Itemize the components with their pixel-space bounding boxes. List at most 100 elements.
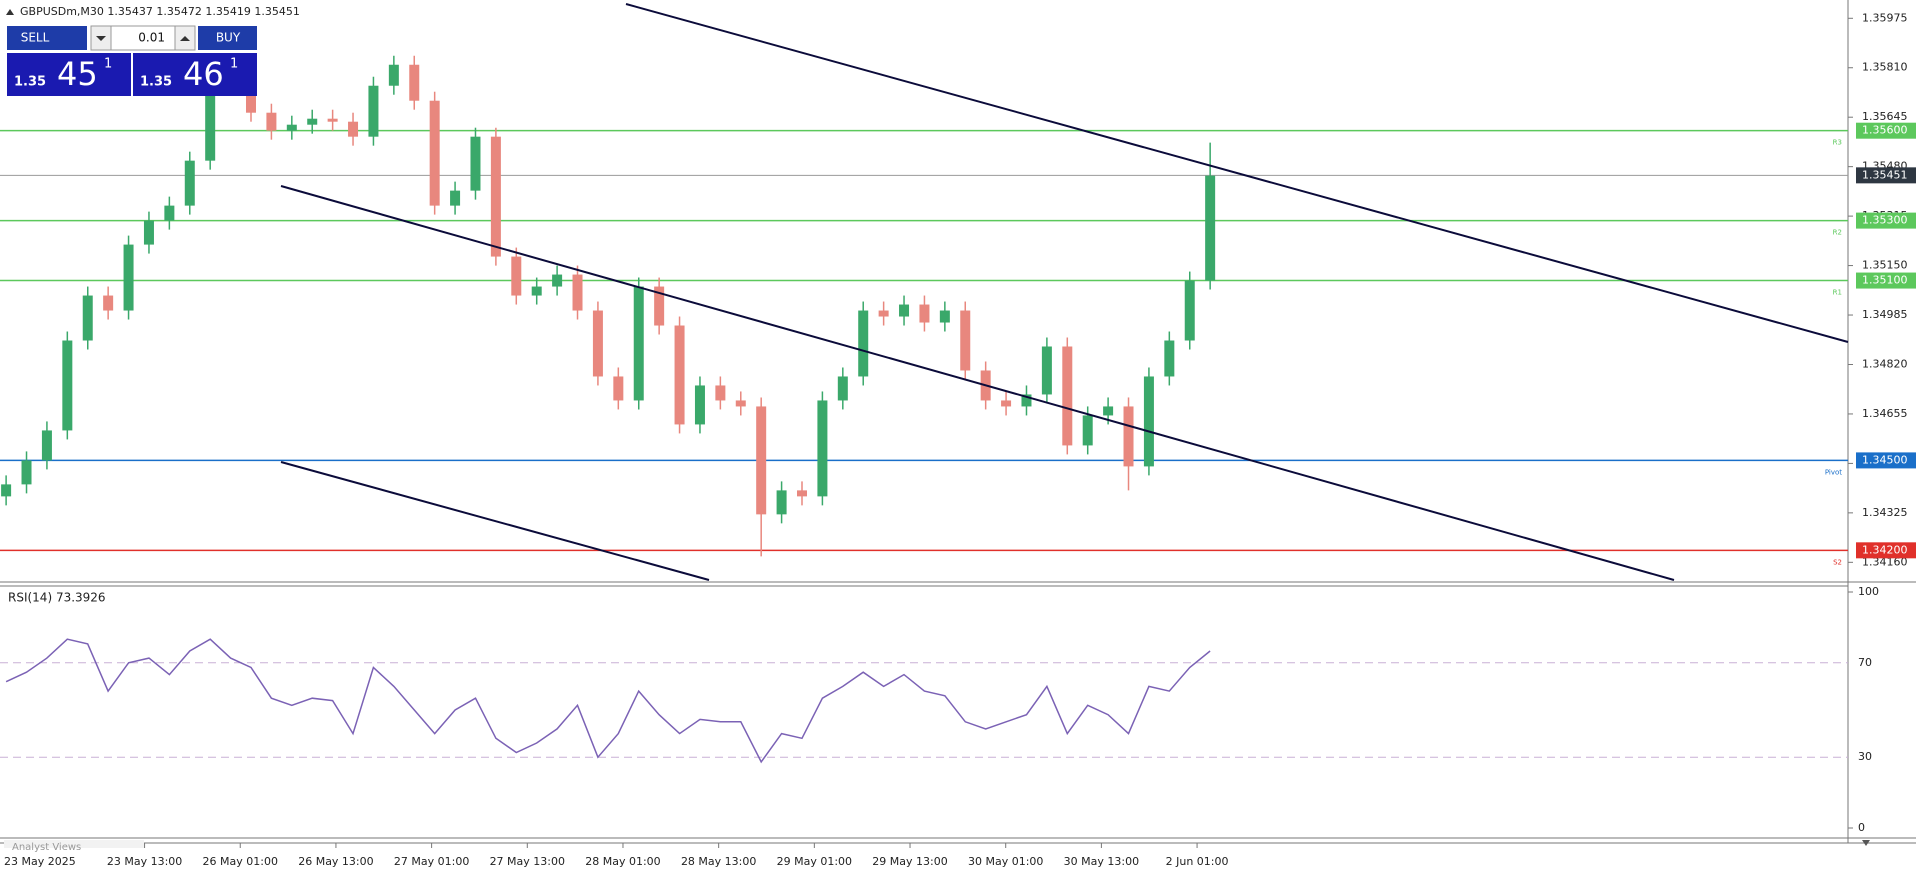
candle-body bbox=[266, 112, 277, 131]
trend-line bbox=[280, 461, 710, 581]
x-tick-label: 30 May 13:00 bbox=[1064, 855, 1139, 868]
x-tick-label: 29 May 13:00 bbox=[872, 855, 947, 868]
buy-button[interactable] bbox=[198, 26, 257, 50]
x-tick-label: 23 May 13:00 bbox=[107, 855, 182, 868]
candle-body bbox=[858, 310, 869, 377]
candle-body bbox=[205, 76, 216, 161]
candle-body bbox=[1164, 340, 1175, 377]
candle-body bbox=[796, 490, 807, 497]
plot-area: 1.359751.358101.356451.354801.353151.351… bbox=[0, 11, 1908, 868]
current-price-tag bbox=[1856, 167, 1916, 184]
candle-body bbox=[919, 304, 930, 323]
overlay: R3 1.35600 R2 1.35300 R1 1.35100 Pivot 1.34500 S… bbox=[1825, 122, 1916, 566]
scroll-marker bbox=[1862, 840, 1870, 846]
candle-body bbox=[715, 385, 726, 401]
rsi-line bbox=[5, 638, 1211, 764]
buy-price-box[interactable] bbox=[133, 53, 257, 96]
candle-body bbox=[450, 190, 461, 206]
y-tick-label: 1.35975 bbox=[1862, 11, 1908, 24]
candle-body bbox=[756, 406, 767, 515]
candle-body bbox=[41, 430, 52, 461]
y-tick-label: 1.35150 bbox=[1862, 259, 1908, 272]
sell-price-pips: 45 bbox=[57, 55, 98, 93]
candle-body bbox=[388, 64, 399, 86]
sell-button[interactable] bbox=[7, 26, 87, 50]
candle-body bbox=[1001, 400, 1012, 407]
level-name: R2 bbox=[1833, 229, 1842, 237]
candle-body bbox=[490, 136, 501, 257]
candle-body bbox=[531, 286, 542, 296]
trade-panel: SELL 0.01 BUY 1.35 45 1 1.35 46 1 bbox=[7, 25, 257, 96]
level-tag-label: 1.34200 bbox=[1862, 543, 1908, 556]
level-tag-label: 1.35100 bbox=[1862, 274, 1908, 287]
x-tick-label: 26 May 01:00 bbox=[203, 855, 278, 868]
candle-body bbox=[511, 256, 522, 296]
chart-header: GBPUSDm,M30 1.35437 1.35472 1.35419 1.35… bbox=[20, 5, 300, 18]
level-tag bbox=[1856, 272, 1916, 289]
level-name: S2 bbox=[1833, 558, 1842, 566]
x-tick-label: 30 May 01:00 bbox=[968, 855, 1043, 868]
level-tag-label: 1.34500 bbox=[1862, 453, 1908, 466]
trend-line bbox=[280, 185, 1675, 581]
level-tag bbox=[1856, 452, 1916, 469]
candle-body bbox=[368, 85, 379, 137]
candle-body bbox=[837, 376, 848, 401]
level-tag bbox=[1856, 122, 1916, 139]
level-name: R1 bbox=[1833, 289, 1842, 297]
y-tick-label: 1.35645 bbox=[1862, 110, 1908, 123]
candle-body bbox=[654, 286, 665, 326]
x-tick-label: 27 May 01:00 bbox=[394, 855, 469, 868]
trend-line bbox=[625, 3, 1849, 343]
candle-body bbox=[164, 205, 175, 221]
x-tick-label: 23 May 2025 bbox=[4, 855, 76, 868]
analyst-views-tab[interactable] bbox=[4, 840, 144, 848]
analyst-views-label: Analyst Views bbox=[12, 842, 81, 853]
level-tag-label: 1.35600 bbox=[1862, 124, 1908, 137]
candle-body bbox=[735, 400, 746, 407]
down-arrow bbox=[96, 36, 106, 41]
y-tick-label: 1.35810 bbox=[1862, 61, 1908, 74]
level-tag bbox=[1856, 212, 1916, 229]
x-tick-label: 28 May 01:00 bbox=[585, 855, 660, 868]
x-tick-label: 27 May 13:00 bbox=[490, 855, 565, 868]
y-tick-label: 1.34325 bbox=[1862, 506, 1908, 519]
candle-body bbox=[939, 310, 950, 323]
y-tick-label: 100 bbox=[1858, 585, 1879, 598]
buy-price-point: 1 bbox=[230, 57, 238, 72]
sell-price-box[interactable] bbox=[7, 53, 131, 96]
candle-body bbox=[409, 64, 420, 101]
candle-body bbox=[899, 304, 910, 317]
candle-body bbox=[1103, 406, 1114, 416]
buy-label: BUY bbox=[216, 31, 241, 45]
candle-body bbox=[470, 136, 481, 191]
candle-body bbox=[327, 118, 338, 122]
y-tick-label: 1.34655 bbox=[1862, 407, 1908, 420]
y-tick-label: 30 bbox=[1858, 750, 1872, 763]
x-tick-label: 2 Jun 01:00 bbox=[1166, 855, 1229, 868]
candle-body bbox=[1082, 415, 1093, 446]
candle-body bbox=[1, 484, 12, 497]
candle-body bbox=[592, 310, 603, 377]
candle-body bbox=[1205, 175, 1216, 281]
candle-body bbox=[613, 376, 624, 401]
buy-price-pips: 46 bbox=[183, 55, 224, 93]
up-arrow bbox=[180, 36, 190, 41]
candle-body bbox=[123, 244, 134, 311]
candle-body bbox=[286, 124, 297, 131]
y-tick-label: 1.34985 bbox=[1862, 308, 1908, 321]
lot-value: 0.01 bbox=[138, 31, 165, 45]
level-name: Pivot bbox=[1825, 468, 1842, 476]
sell-price-big-figure: 1.35 bbox=[14, 75, 46, 90]
candle-body bbox=[82, 295, 93, 341]
level-tag-label: 1.35300 bbox=[1862, 214, 1908, 227]
candle-body bbox=[1143, 376, 1154, 467]
level-name: R3 bbox=[1833, 139, 1842, 147]
candle-body bbox=[1041, 346, 1052, 395]
candle-body bbox=[21, 460, 32, 485]
candle-body bbox=[429, 100, 440, 206]
candle-body bbox=[878, 310, 889, 317]
level-tag bbox=[1856, 542, 1916, 559]
candle-body bbox=[960, 310, 971, 371]
